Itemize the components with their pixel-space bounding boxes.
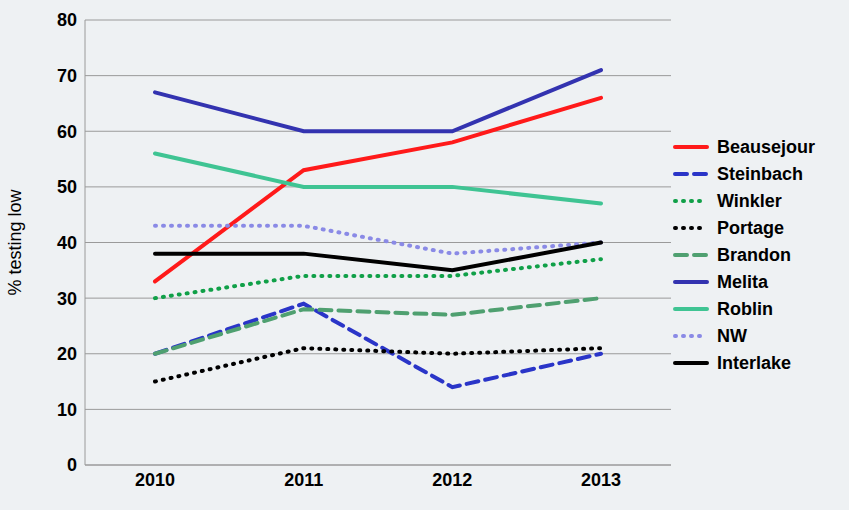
html-text:Brandon: Brandon: [717, 244, 791, 265]
html-text:Interlake: Interlake: [717, 352, 791, 373]
svg-text:10: 10: [57, 400, 77, 420]
html-text:Portage: Portage: [717, 217, 784, 238]
svg-text:30: 30: [57, 289, 77, 309]
svg-text:80: 80: [57, 10, 77, 30]
svg-text:2012: 2012: [432, 470, 472, 490]
svg-text:60: 60: [57, 122, 77, 142]
svg-text:50: 50: [57, 177, 77, 197]
svg-text:% testing low: % testing low: [5, 188, 25, 295]
html-text:Roblin: Roblin: [717, 298, 773, 319]
svg-text:0: 0: [67, 455, 77, 475]
svg-text:2013: 2013: [581, 470, 621, 490]
svg-text:40: 40: [57, 233, 77, 253]
html-text:Steinbach: Steinbach: [717, 163, 803, 184]
svg-text:2010: 2010: [135, 470, 175, 490]
html-text:NW: NW: [717, 325, 747, 346]
svg-text:20: 20: [57, 344, 77, 364]
svg-text:70: 70: [57, 66, 77, 86]
html-text:Beausejour: Beausejour: [717, 136, 815, 157]
html-text:Melita: Melita: [717, 271, 768, 292]
html-text:Winkler: Winkler: [717, 190, 782, 211]
svg-text:2011: 2011: [284, 470, 323, 490]
